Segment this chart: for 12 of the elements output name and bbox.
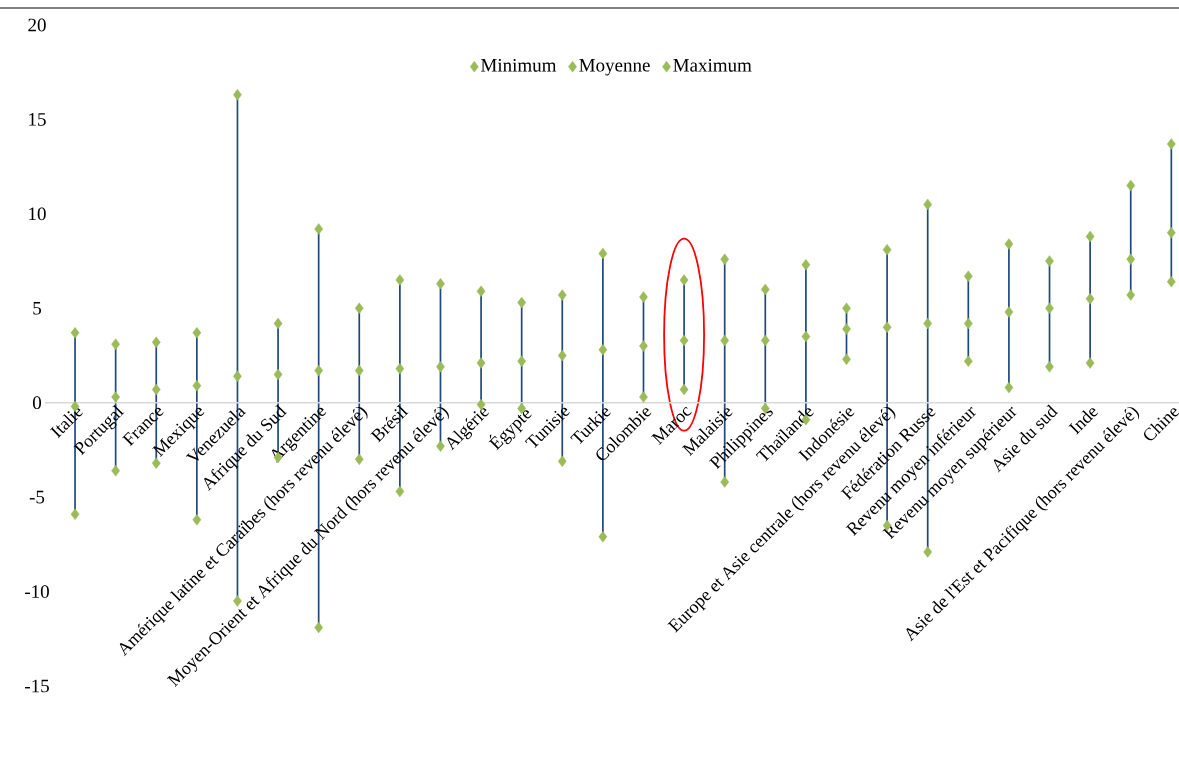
y-tick-label: 5	[33, 301, 42, 315]
y-tick-label: 10	[29, 207, 46, 221]
legend-label: Maximum	[673, 58, 752, 72]
y-tick-label: 15	[29, 113, 46, 126]
y-tick-label: 0	[32, 396, 42, 410]
legend-label: Minimum	[480, 58, 557, 72]
y-tick-label: -15	[25, 679, 49, 693]
x-tick-label: Inde	[1068, 408, 1098, 435]
y-tick-label: -10	[25, 585, 49, 598]
y-tick-label: 20	[28, 18, 46, 32]
y-tick-label: -5	[29, 490, 45, 504]
legend-label: Moyenne	[579, 59, 650, 76]
